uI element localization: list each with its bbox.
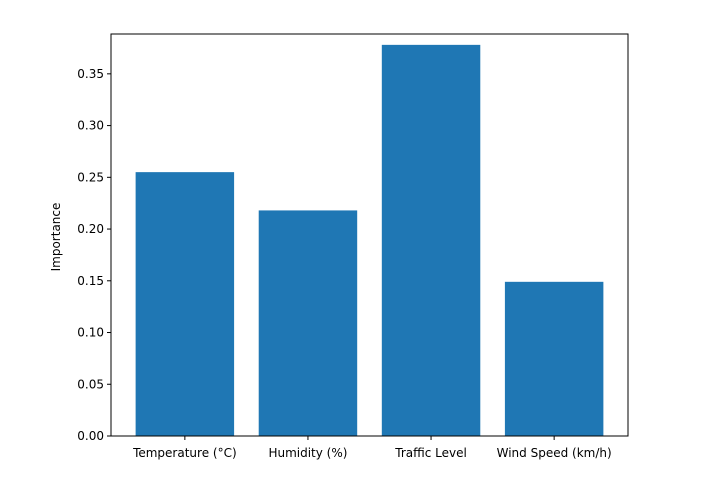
bar-3: [504, 281, 604, 436]
y-tick-label-4: 0.20: [77, 222, 104, 236]
x-tick-label-1: Humidity (%): [268, 446, 347, 460]
y-tick-label-6: 0.30: [77, 119, 104, 133]
x-tick-label-2: Traffic Level: [394, 446, 467, 460]
bar-2: [381, 44, 481, 437]
y-tick-label-3: 0.15: [77, 274, 104, 288]
bar-1: [258, 210, 358, 436]
y-tick-label-0: 0.00: [77, 429, 104, 443]
y-tick-label-5: 0.25: [77, 170, 104, 184]
x-tick-label-0: Temperature (°C): [132, 446, 237, 460]
y-axis-label: Importance: [49, 203, 63, 272]
y-tick-label-1: 0.05: [77, 377, 104, 391]
bar-0: [135, 172, 235, 436]
bars-layer: [135, 44, 604, 437]
y-tick-label-7: 0.35: [77, 67, 104, 81]
x-tick-label-3: Wind Speed (km/h): [497, 446, 612, 460]
y-tick-label-2: 0.10: [77, 326, 104, 340]
plot-frame: [110, 33, 629, 437]
axes-layer: 0.00 0.05 0.10 0.15 0.20 0.25 0.30 0.35 Temperat…: [77, 33, 629, 460]
